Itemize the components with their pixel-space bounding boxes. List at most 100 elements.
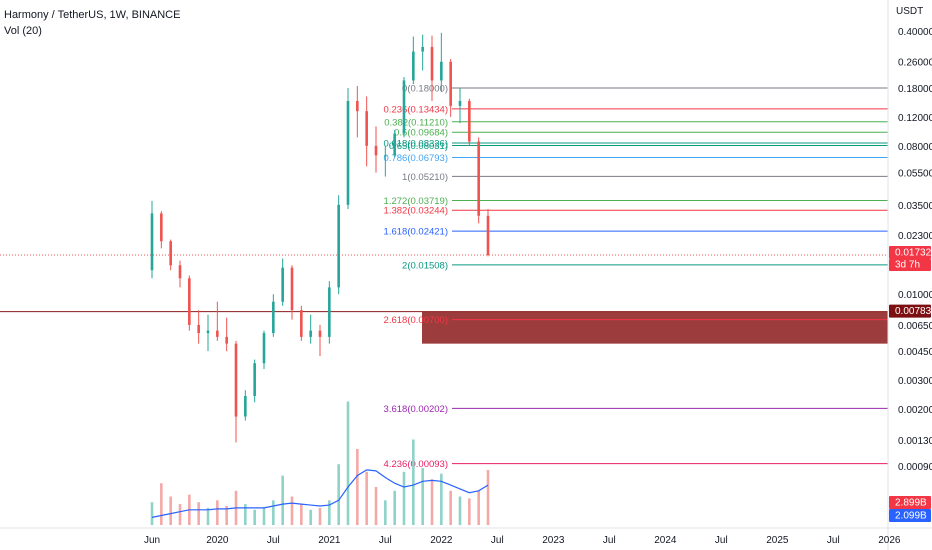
- time-tick-label: Jun: [144, 535, 160, 546]
- marker-price-badge-text: 0.00783: [895, 306, 932, 317]
- volume-bar: [150, 502, 154, 525]
- volume-bar: [328, 500, 331, 525]
- volume-ma-line: [151, 469, 489, 518]
- volume-bar: [225, 506, 228, 525]
- price-tick-label: 0.40000: [898, 27, 932, 38]
- volume-bar: [197, 502, 200, 525]
- countdown-badge-text: 3d 7h: [895, 260, 920, 271]
- candle-body: [449, 61, 452, 106]
- volume-bar: [281, 475, 284, 525]
- volume-bar: [365, 471, 368, 525]
- candle-body: [253, 363, 256, 397]
- candle-body: [300, 310, 303, 337]
- candle-body: [318, 330, 322, 337]
- candle-body: [272, 301, 275, 334]
- volume-bar: [244, 504, 247, 525]
- volume-bar: [178, 504, 182, 525]
- fib-level-label: 0.65(0.08031): [389, 141, 448, 152]
- volume-bar: [430, 479, 434, 525]
- fib-level-label: 2(0.01508): [402, 260, 448, 271]
- time-tick-label: Jul: [491, 535, 504, 546]
- candle-body: [206, 330, 210, 334]
- volume-bar: [374, 487, 378, 525]
- volume-last-badge-text: 2.899B: [895, 498, 927, 509]
- time-tick-label: Jul: [827, 535, 840, 546]
- time-tick-label: 2022: [430, 535, 453, 546]
- time-tick-label: Jul: [603, 535, 616, 546]
- volume-bar: [216, 500, 219, 525]
- candle-body: [468, 100, 471, 142]
- time-tick-label: Jul: [267, 535, 280, 546]
- candle-body: [178, 265, 182, 279]
- price-tick-label: 0.00090: [898, 462, 932, 473]
- fib-level-label: 3.618(0.00202): [384, 404, 448, 415]
- fib-level-label: 4.236(0.00093): [384, 459, 448, 470]
- fib-level-label: 0.382(0.11210): [384, 117, 448, 128]
- price-tick-label: 0.12000: [898, 113, 932, 124]
- candle-body: [150, 213, 154, 271]
- price-tick-label: 0.18000: [898, 84, 932, 95]
- fib-level-label: 1(0.05210): [402, 172, 448, 183]
- candle-body: [486, 215, 490, 256]
- price-tick-label: 0.02300: [898, 231, 932, 242]
- volume-bar: [486, 469, 490, 525]
- volume-bar: [169, 496, 172, 525]
- volume-bar: [402, 471, 406, 525]
- horizontal-lines: [0, 254, 888, 313]
- price-tick-label: 0.00130: [898, 436, 932, 447]
- volume-bar: [412, 439, 415, 525]
- candle-body: [160, 213, 163, 242]
- volume-bar: [393, 490, 396, 525]
- volume-bar: [449, 490, 452, 525]
- price-tick-label: 0.05500: [898, 169, 932, 180]
- volume-bar: [318, 507, 322, 525]
- volume-bar: [272, 500, 275, 525]
- candle-body: [337, 204, 340, 288]
- time-tick-label: 2026: [878, 535, 901, 546]
- candle-body: [234, 343, 238, 417]
- time-tick-label: 2024: [654, 535, 677, 546]
- candle-body: [188, 278, 191, 325]
- candles: [150, 32, 490, 443]
- volume-bar: [356, 449, 359, 525]
- price-tick-label: 0.26000: [898, 58, 932, 69]
- price-tick-label: 0.08000: [898, 142, 932, 153]
- candle-body: [440, 61, 443, 81]
- volume-ma-badge-text: 2.099B: [895, 511, 927, 522]
- volume-bar: [300, 504, 303, 525]
- fib-level-label: 0(0.18000): [402, 83, 448, 94]
- volume-bar: [440, 473, 443, 525]
- volume-bar: [337, 464, 340, 525]
- volume-bar: [384, 500, 387, 525]
- volume-bar: [477, 490, 480, 525]
- candle-body: [262, 333, 266, 364]
- volume-bar: [458, 496, 462, 525]
- volume-ma: [151, 469, 489, 518]
- price-tick-label: 0.00200: [898, 405, 932, 416]
- price-tick-label: 0.00450: [898, 347, 932, 358]
- volume-bar: [290, 496, 294, 525]
- symbol-title: Harmony / TetherUS, 1W, BINANCE: [4, 9, 181, 21]
- fib-level-label: 1.382(0.03244): [384, 206, 448, 217]
- fib-level-label: 1.618(0.02421): [384, 227, 448, 238]
- volume-bar: [160, 483, 163, 525]
- time-tick-label: Jul: [715, 535, 728, 546]
- candle-body: [384, 155, 387, 157]
- time-tick-label: 2025: [766, 535, 789, 546]
- volume-bar: [206, 507, 210, 525]
- fib-level-label: 0.786(0.06793): [384, 153, 448, 164]
- price-tick-label: 0.01000: [898, 290, 932, 301]
- time-tick-label: 2021: [318, 535, 341, 546]
- candle-body: [412, 51, 415, 81]
- candle-body: [458, 100, 462, 106]
- volume-indicator-label: Vol (20): [4, 25, 42, 37]
- candle-body: [309, 330, 312, 337]
- candle-body: [328, 287, 331, 337]
- time-tick-label: Jul: [379, 535, 392, 546]
- candle-body: [402, 80, 406, 134]
- target-zone-box: [422, 311, 888, 344]
